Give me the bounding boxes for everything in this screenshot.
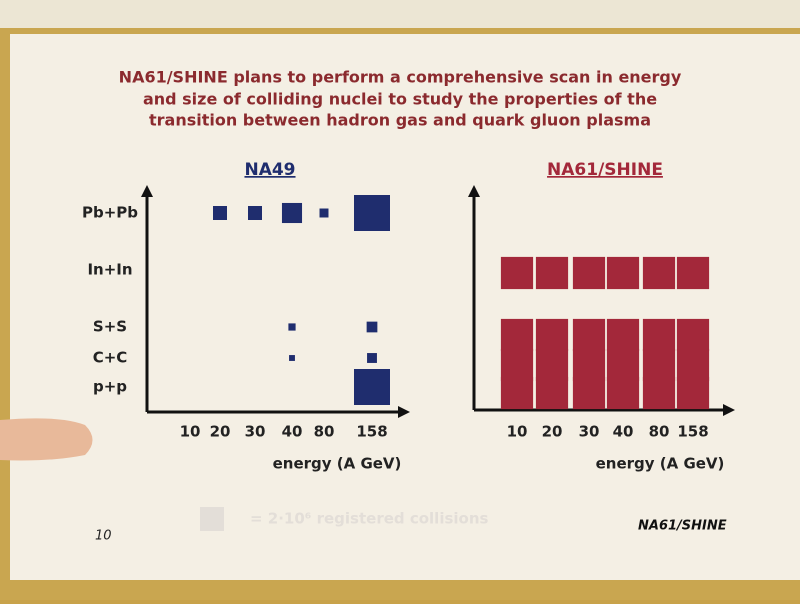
finger <box>0 418 93 461</box>
x-tick-label: 40 <box>613 423 634 441</box>
collision-square <box>367 353 377 363</box>
paper <box>10 34 800 580</box>
collision-square <box>676 256 710 290</box>
paper-above <box>0 0 800 28</box>
y-tick-label: Pb+Pb <box>82 204 138 222</box>
title-line: NA61/SHINE plans to perform a comprehens… <box>119 68 682 87</box>
chart-title: NA49 <box>244 160 295 180</box>
collision-square <box>642 376 676 410</box>
collision-square <box>606 348 640 382</box>
collision-square <box>642 256 676 290</box>
collision-square <box>535 318 569 352</box>
x-axis-label: energy (A GeV) <box>596 455 725 473</box>
x-arrow <box>398 406 410 418</box>
collision-square <box>366 321 378 333</box>
y-tick-label: p+p <box>93 378 127 396</box>
x-tick-label: 40 <box>282 423 303 441</box>
y-tick-label: C+C <box>93 349 128 367</box>
collision-square <box>606 376 640 410</box>
collision-square <box>248 206 262 220</box>
x-tick-label: 80 <box>314 423 335 441</box>
collision-square <box>535 348 569 382</box>
x-tick-label: 20 <box>210 423 231 441</box>
x-tick-label: 80 <box>649 423 670 441</box>
y-arrow <box>141 185 153 197</box>
title-line: and size of colliding nuclei to study th… <box>143 90 657 109</box>
x-tick-label: 10 <box>180 423 201 441</box>
x-tick-label: 158 <box>677 423 708 441</box>
collision-square <box>535 376 569 410</box>
collision-square <box>572 256 606 290</box>
collision-square <box>606 318 640 352</box>
y-tick-label: S+S <box>93 318 127 336</box>
x-arrow <box>723 404 735 416</box>
x-tick-label: 20 <box>542 423 563 441</box>
x-tick-label: 30 <box>579 423 600 441</box>
collision-square <box>500 256 534 290</box>
collision-square <box>642 318 676 352</box>
collision-square <box>500 376 534 410</box>
collision-square <box>281 202 303 224</box>
chart-title: NA61/SHINE <box>547 160 663 180</box>
collision-square <box>288 323 296 331</box>
collision-square <box>213 206 227 220</box>
collision-square <box>676 348 710 382</box>
collision-square <box>354 369 390 405</box>
y-arrow <box>468 185 480 197</box>
y-tick-label: In+In <box>87 261 132 279</box>
collision-square <box>289 355 295 361</box>
x-tick-label: 30 <box>245 423 266 441</box>
x-tick-label: 158 <box>356 423 387 441</box>
x-tick-label: 10 <box>507 423 528 441</box>
collision-square <box>319 208 329 218</box>
x-axis-label: energy (A GeV) <box>273 455 402 473</box>
collision-square <box>354 195 390 231</box>
collision-square <box>500 348 534 382</box>
legend-swatch <box>200 507 224 531</box>
collision-square <box>606 256 640 290</box>
collision-square <box>676 376 710 410</box>
collision-square <box>572 348 606 382</box>
collision-square <box>535 256 569 290</box>
collision-square <box>572 376 606 410</box>
collision-square <box>500 318 534 352</box>
brand: NA61/SHINE <box>638 519 727 534</box>
title-line: transition between hadron gas and quark … <box>149 111 651 130</box>
collision-square <box>642 348 676 382</box>
collision-square <box>676 318 710 352</box>
page-number: 10 <box>95 529 112 544</box>
collision-square <box>572 318 606 352</box>
legend-text: = 2·10⁶ registered collisions <box>250 510 489 528</box>
